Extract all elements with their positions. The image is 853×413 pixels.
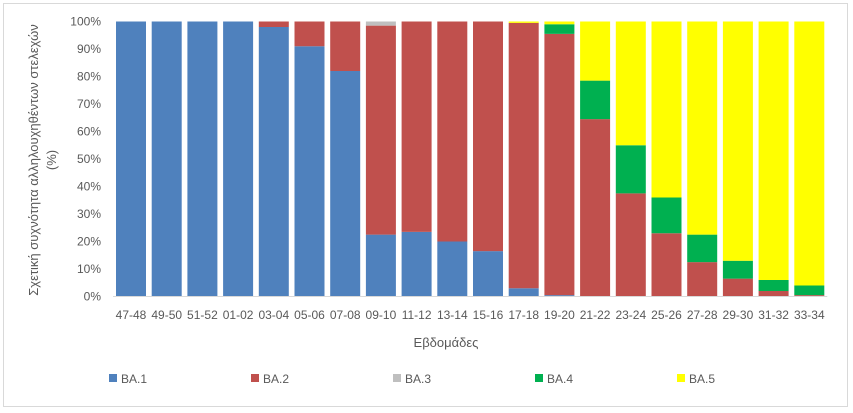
y-axis-title: Σχετική συχνότητα αλληλουχηθέντων στελεχ… (26, 24, 59, 296)
bar-segment-ba1-49-50 (151, 21, 182, 297)
bar-segment-ba5-19-20 (544, 21, 575, 25)
y-tick-label: 60% (77, 125, 101, 139)
x-tick-label: 49-50 (151, 308, 182, 322)
x-tick-label: 21-22 (580, 308, 611, 322)
legend-swatch-ba2 (251, 374, 259, 382)
bar-segment-ba5-25-26 (651, 21, 682, 198)
x-tick-label: 19-20 (544, 308, 575, 322)
bar-segment-ba1-15-16 (473, 251, 503, 297)
bar-segment-ba2-05-06 (294, 21, 325, 47)
y-tick-labels: 0% 10% 20% 30% 40% 50% 60% 70% 80% 90% 100% (70, 15, 101, 304)
y-tick-label: 100% (70, 15, 101, 29)
legend-label-ba1: BA.1 (121, 372, 147, 386)
x-tick-label: 23-24 (615, 308, 646, 322)
y-tick-label: 0% (84, 290, 102, 304)
y-tick-label: 40% (77, 180, 101, 194)
bar-segment-ba1-51-52 (187, 21, 218, 297)
y-axis-title-line1: Σχετική συχνότητα αλληλουχηθέντων στελεχ… (26, 24, 41, 296)
bar-segment-ba5-17-18 (508, 21, 539, 23)
bar-segment-ba2-33-34 (794, 295, 825, 297)
x-tick-labels: 47-48 49-50 51-52 01-02 03-04 05-06 07-08 09-10… (116, 308, 825, 322)
bar-segment-ba4-25-26 (651, 197, 682, 234)
y-tick-label: 90% (77, 42, 101, 56)
x-tick-label: 31-32 (758, 308, 789, 322)
y-tick-label: 80% (77, 70, 101, 84)
y-tick-label: 30% (77, 207, 101, 221)
bar-segment-ba3-09-10 (365, 21, 396, 26)
x-tick-label: 03-04 (258, 308, 289, 322)
bar-segment-ba4-29-30 (722, 260, 753, 279)
legend-label-ba3: BA.3 (405, 372, 431, 386)
legend-label-ba4: BA.4 (547, 372, 573, 386)
bar-segment-ba2-13-14 (437, 21, 468, 242)
bar-segment-ba1-47-48 (116, 21, 146, 297)
bar-segment-ba2-11-12 (401, 21, 432, 232)
bar-segment-ba1-01-02 (223, 21, 254, 297)
bar-segment-ba5-21-22 (580, 21, 611, 81)
y-tick-label: 50% (77, 152, 101, 166)
y-axis-title-line2: (%) (44, 150, 59, 170)
x-axis-title: Εβδομάδες (414, 335, 479, 350)
x-tick-label: 01-02 (223, 308, 254, 322)
bar-segment-ba5-27-28 (687, 21, 718, 235)
y-tick-label: 70% (77, 97, 101, 111)
bar-segment-ba2-27-28 (687, 262, 718, 297)
x-tick-label: 17-18 (508, 308, 539, 322)
x-tick-label: 33-34 (794, 308, 825, 322)
y-tick-label: 10% (77, 262, 101, 276)
legend-swatch-ba1 (109, 374, 117, 382)
bar-segment-ba1-19-20 (544, 295, 575, 297)
bar-segment-ba1-13-14 (437, 241, 468, 297)
bar-segment-ba2-19-20 (544, 33, 575, 296)
bar-segment-ba1-03-04 (258, 27, 289, 297)
legend-swatch-ba5 (677, 374, 685, 382)
bar-segment-ba2-29-30 (722, 278, 753, 297)
x-tick-label: 07-08 (330, 308, 361, 322)
x-tick-label: 13-14 (437, 308, 468, 322)
legend: BA.1 BA.2 BA.3 BA.4 BA.5 (109, 372, 715, 386)
bars-group (116, 21, 825, 297)
legend-label-ba2: BA.2 (263, 372, 289, 386)
x-tick-label: 05-06 (294, 308, 325, 322)
bar-segment-ba2-07-08 (330, 21, 361, 71)
legend-swatch-ba4 (535, 374, 543, 382)
chart-frame (3, 3, 848, 407)
legend-swatch-ba3 (393, 374, 401, 382)
bar-segment-ba2-09-10 (365, 25, 396, 235)
x-tick-label: 25-26 (651, 308, 682, 322)
bar-segment-ba1-17-18 (508, 288, 539, 297)
bar-segment-ba2-25-26 (651, 233, 682, 297)
legend-label-ba5: BA.5 (689, 372, 715, 386)
bar-segment-ba2-31-32 (758, 291, 789, 297)
x-tick-label: 51-52 (187, 308, 218, 322)
bar-segment-ba5-33-34 (794, 21, 825, 286)
x-tick-label: 27-28 (687, 308, 718, 322)
x-tick-label: 29-30 (723, 308, 754, 322)
bar-segment-ba4-19-20 (544, 24, 575, 34)
bar-segment-ba4-27-28 (687, 234, 718, 263)
bar-segment-ba1-05-06 (294, 46, 325, 297)
bar-segment-ba1-07-08 (330, 71, 361, 297)
x-tick-label: 09-10 (366, 308, 397, 322)
bar-segment-ba2-23-24 (615, 193, 646, 297)
x-tick-label: 15-16 (473, 308, 504, 322)
bar-segment-ba1-11-12 (401, 231, 432, 297)
bar-segment-ba1-09-10 (365, 234, 396, 297)
bar-segment-ba2-15-16 (473, 21, 503, 252)
bar-segment-ba5-29-30 (722, 21, 753, 261)
y-tick-label: 20% (77, 235, 101, 249)
bar-segment-ba4-33-34 (794, 285, 825, 296)
x-tick-label: 11-12 (402, 308, 432, 322)
bar-segment-ba2-21-22 (580, 119, 611, 297)
x-tick-label: 47-48 (116, 308, 147, 322)
bar-segment-ba5-23-24 (615, 21, 646, 146)
bar-segment-ba4-21-22 (580, 80, 611, 120)
bar-segment-ba5-31-32 (758, 21, 789, 280)
bar-segment-ba2-03-04 (258, 21, 289, 27)
bar-segment-ba4-31-32 (758, 280, 789, 291)
bar-segment-ba4-23-24 (615, 145, 646, 194)
bar-segment-ba2-17-18 (508, 22, 539, 289)
